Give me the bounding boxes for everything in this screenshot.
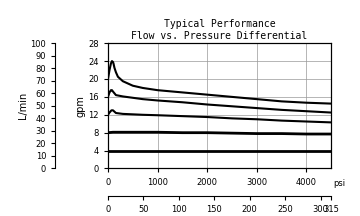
Title: Typical Performance
Flow vs. Pressure Differential: Typical Performance Flow vs. Pressure Di… xyxy=(131,19,308,41)
Y-axis label: L/min: L/min xyxy=(18,92,28,119)
Y-axis label: gpm: gpm xyxy=(76,95,86,117)
Text: psi: psi xyxy=(333,178,346,187)
